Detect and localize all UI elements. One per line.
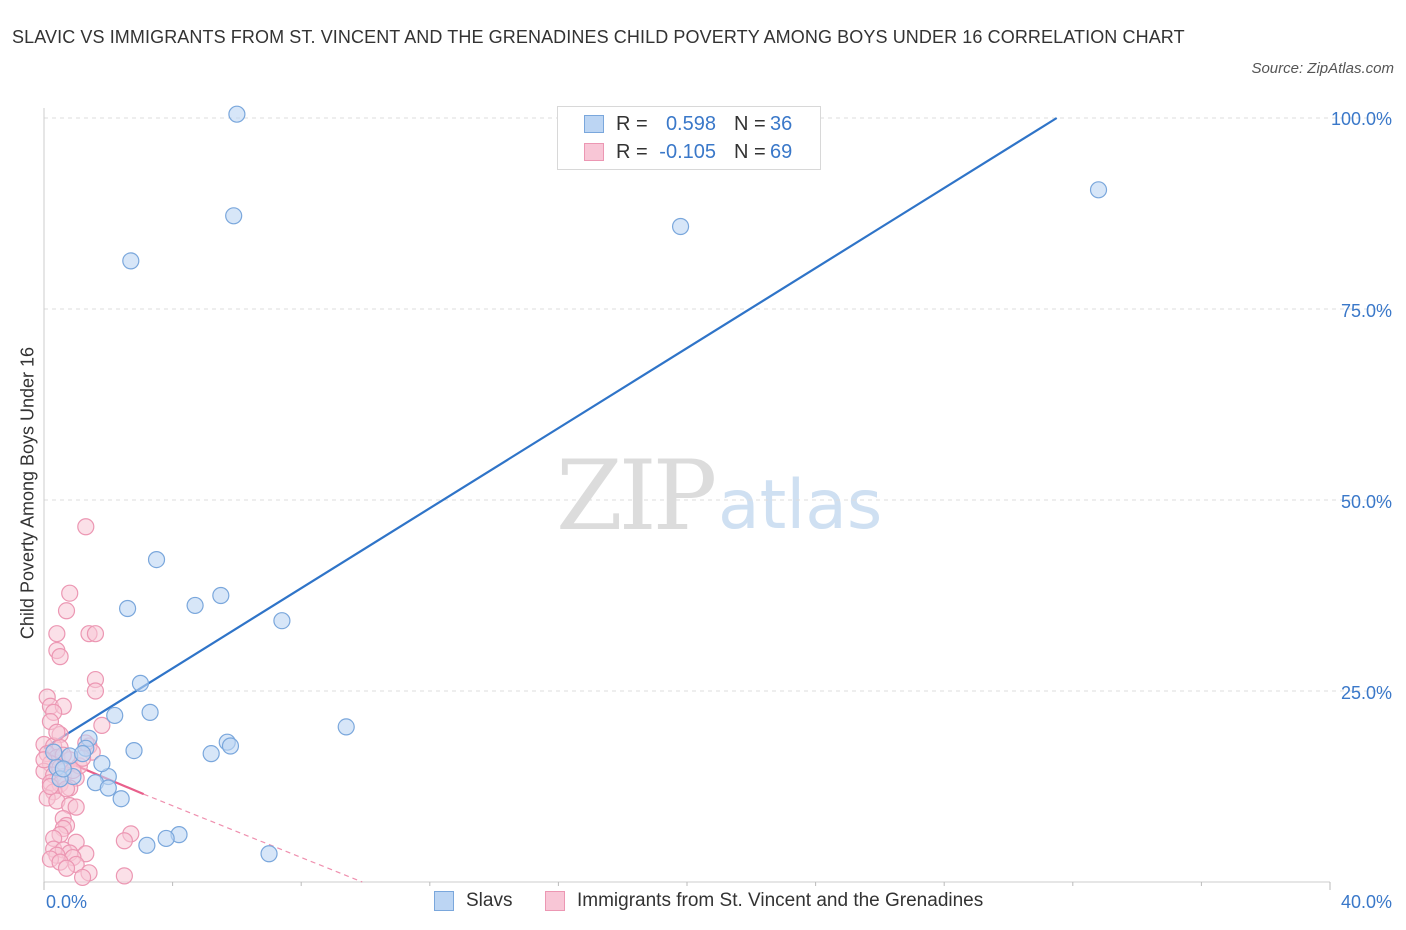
watermark-atlas: atlas [718, 466, 883, 545]
blue-point [260, 845, 278, 863]
pink-point [57, 602, 76, 620]
legend-row-immigrants: R = -0.105 N = 69 [558, 139, 820, 167]
blue-point [106, 706, 124, 725]
pink-point [61, 584, 79, 602]
legend-swatch-blue [584, 115, 604, 133]
legend-n-value: 69 [770, 141, 793, 163]
pink-point [73, 868, 92, 887]
blue-point [221, 737, 240, 755]
chart-title: SLAVIC VS IMMIGRANTS FROM ST. VINCENT AN… [12, 27, 1185, 47]
y-tick-label: 100.0% [1331, 109, 1392, 129]
blue-point [138, 836, 156, 854]
legend-swatch-slavs [434, 891, 454, 911]
x-tick-label: 40.0% [1341, 892, 1392, 912]
legend-label-immigrants: Immigrants from St. Vincent and the Gren… [577, 890, 984, 911]
blue-point [45, 743, 63, 761]
blue-point [202, 745, 220, 763]
slavs-trend-line [43, 117, 1058, 750]
blue-point [125, 741, 143, 760]
legend-label-slavs: Slavs [466, 890, 513, 911]
blue-point [228, 105, 246, 123]
legend-r-value: 0.598 [665, 113, 716, 135]
source-label: Source: ZipAtlas.com [1251, 60, 1394, 77]
blue-point [118, 599, 137, 618]
x-tick-label: 0.0% [46, 892, 87, 912]
pink-point [77, 518, 95, 536]
legend-n-value: 36 [770, 113, 793, 135]
pink-point [86, 682, 105, 700]
pink-point [67, 798, 85, 816]
blue-point [122, 252, 140, 270]
blue-point [112, 790, 130, 808]
pink-point [51, 648, 69, 666]
blue-point [157, 829, 175, 848]
blue-point [99, 779, 117, 797]
blue-point [93, 754, 111, 773]
blue-point [273, 612, 291, 630]
pink-point [115, 832, 133, 850]
blue-point [131, 674, 150, 692]
series-slavs-points [45, 105, 1108, 863]
legend-swatch-immigrants [545, 891, 565, 911]
legend-swatch-pink [584, 143, 604, 161]
blue-point [147, 550, 166, 569]
blue-point [212, 586, 230, 605]
watermark-zip: ZIP [556, 440, 717, 552]
pink-point [93, 716, 111, 734]
tick-labels: 25.0% 50.0% 75.0% 100.0% 0.0% 40.0% [46, 109, 1392, 912]
blue-point [671, 217, 690, 236]
pink-point [86, 625, 105, 643]
legend-row-slavs: R = 0.598 N = 36 [558, 111, 820, 139]
legend-r-value: -0.105 [659, 141, 716, 163]
blue-point [225, 207, 243, 225]
y-tick-label: 50.0% [1341, 492, 1392, 512]
blue-point [54, 760, 72, 778]
y-axis-label: Child Poverty Among Boys Under 16 [17, 346, 38, 640]
immigrants-trend-extension [143, 793, 363, 883]
pink-point [57, 859, 76, 877]
blue-point [337, 718, 355, 736]
legend-r-label: R = [616, 141, 648, 163]
correlation-legend: R = 0.598 N = 36 R = -0.105 N = 69 [557, 106, 821, 170]
blue-point [73, 745, 92, 763]
legend-r-label: R = [616, 113, 648, 135]
legend-n-label: N = [734, 113, 766, 135]
blue-point [141, 703, 159, 721]
pink-point [115, 867, 133, 885]
pink-point [48, 625, 66, 643]
legend-n-label: N = [734, 141, 766, 163]
pink-point [48, 723, 66, 741]
gridlines [44, 117, 1390, 692]
y-tick-label: 25.0% [1341, 683, 1392, 703]
blue-point [186, 596, 204, 615]
blue-point [1089, 181, 1108, 199]
y-tick-label: 75.0% [1341, 301, 1392, 321]
series-immigrants-points [35, 518, 140, 887]
